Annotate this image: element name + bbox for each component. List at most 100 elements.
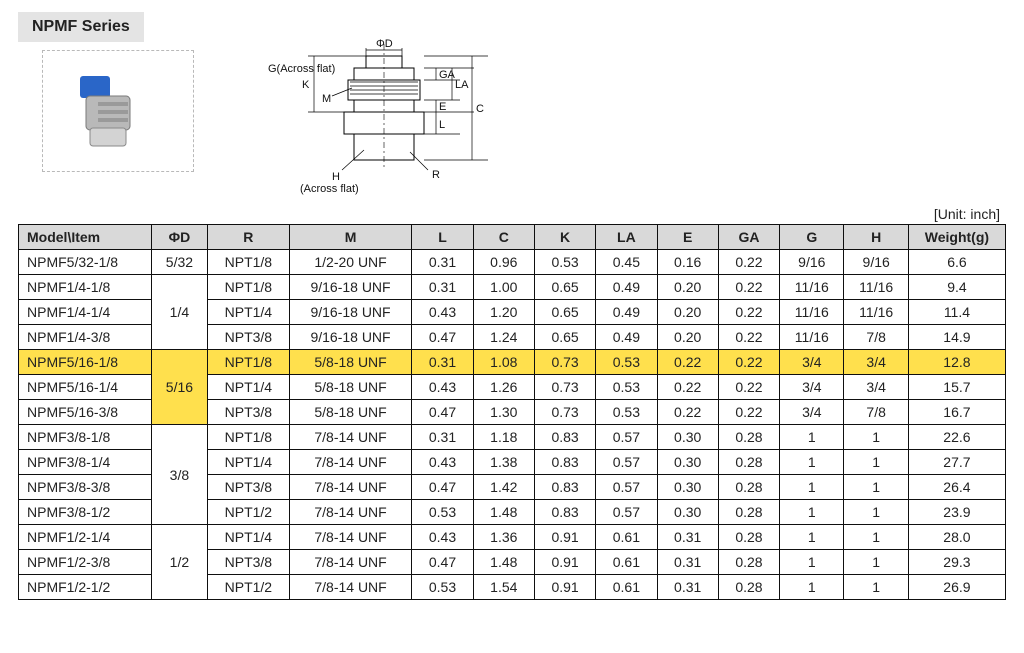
cell: 0.83	[534, 475, 595, 500]
cell: 0.61	[596, 550, 657, 575]
cell: 1.48	[473, 500, 534, 525]
col-header: E	[657, 225, 718, 250]
cell: 7/8-14 UNF	[289, 575, 412, 600]
cell: 0.28	[718, 425, 779, 450]
cell: 1	[844, 500, 908, 525]
cell: NPT3/8	[208, 400, 290, 425]
cell: NPT3/8	[208, 550, 290, 575]
cell: NPT1/8	[208, 350, 290, 375]
cell: 0.22	[718, 350, 779, 375]
cell: NPT1/2	[208, 575, 290, 600]
col-header: G	[780, 225, 844, 250]
cell: 0.96	[473, 250, 534, 275]
cell: 3/4	[780, 350, 844, 375]
cell: 9/16-18 UNF	[289, 325, 412, 350]
cell: 0.43	[412, 450, 473, 475]
cell: 7/8-14 UNF	[289, 450, 412, 475]
cell: 0.31	[657, 575, 718, 600]
cell: 0.57	[596, 500, 657, 525]
cell: 5/8-18 UNF	[289, 400, 412, 425]
svg-text:M: M	[322, 93, 331, 105]
unit-label: [Unit: inch]	[18, 206, 1000, 222]
cell: 0.22	[718, 300, 779, 325]
cell-phi-d: 3/8	[151, 425, 207, 525]
cell: 0.65	[534, 275, 595, 300]
table-row: NPMF1/2-1/41/2NPT1/47/8-14 UNF0.431.360.…	[19, 525, 1006, 550]
series-title: NPMF Series	[18, 12, 144, 42]
col-header: H	[844, 225, 908, 250]
cell: 9/16	[780, 250, 844, 275]
cell-model: NPMF1/4-1/4	[19, 300, 152, 325]
technical-diagram: ΦD G(Across flat) K M GA LA E L C R H (A…	[236, 38, 536, 198]
svg-text:G(Across flat): G(Across flat)	[268, 63, 335, 75]
cell: 1.30	[473, 400, 534, 425]
cell: 5/8-18 UNF	[289, 350, 412, 375]
cell: NPT1/8	[208, 275, 290, 300]
cell: 0.31	[412, 275, 473, 300]
cell: 1.26	[473, 375, 534, 400]
cell-phi-d: 5/32	[151, 250, 207, 275]
cell: 7/8-14 UNF	[289, 550, 412, 575]
col-header: Model\Item	[19, 225, 152, 250]
cell: 1.18	[473, 425, 534, 450]
cell-model: NPMF3/8-3/8	[19, 475, 152, 500]
cell: 0.49	[596, 275, 657, 300]
cell: 1	[780, 525, 844, 550]
cell: NPT1/4	[208, 375, 290, 400]
cell: 7/8	[844, 400, 908, 425]
cell-phi-d: 1/2	[151, 525, 207, 600]
cell-model: NPMF1/2-3/8	[19, 550, 152, 575]
cell: 11.4	[908, 300, 1005, 325]
cell: 9/16	[844, 250, 908, 275]
cell: 0.31	[412, 425, 473, 450]
cell: 1.54	[473, 575, 534, 600]
svg-text:L: L	[439, 119, 445, 131]
cell: 1	[780, 425, 844, 450]
cell: 0.30	[657, 425, 718, 450]
cell: 1	[844, 425, 908, 450]
cell: 0.22	[657, 350, 718, 375]
cell: 0.43	[412, 375, 473, 400]
cell: 3/4	[844, 350, 908, 375]
cell: 0.16	[657, 250, 718, 275]
cell: 7/8-14 UNF	[289, 475, 412, 500]
cell-model: NPMF1/4-3/8	[19, 325, 152, 350]
cell: 0.28	[718, 525, 779, 550]
cell: 0.20	[657, 325, 718, 350]
cell: 1.36	[473, 525, 534, 550]
cell: 1	[780, 550, 844, 575]
cell: 0.65	[534, 325, 595, 350]
cell: 0.83	[534, 500, 595, 525]
cell: 0.53	[534, 250, 595, 275]
cell: 0.47	[412, 475, 473, 500]
cell: 0.22	[657, 400, 718, 425]
cell-model: NPMF5/16-1/8	[19, 350, 152, 375]
col-header: L	[412, 225, 473, 250]
cell-phi-d: 1/4	[151, 275, 207, 350]
cell: NPT1/8	[208, 250, 290, 275]
cell: 0.53	[412, 575, 473, 600]
cell: 16.7	[908, 400, 1005, 425]
cell: 6.6	[908, 250, 1005, 275]
cell: 0.61	[596, 575, 657, 600]
svg-text:(Across flat): (Across flat)	[300, 183, 359, 195]
cell: 0.47	[412, 400, 473, 425]
col-header: M	[289, 225, 412, 250]
cell: 0.22	[657, 375, 718, 400]
cell: 26.9	[908, 575, 1005, 600]
cell: 0.53	[596, 400, 657, 425]
spec-table: Model\ItemΦDRMLCKLAEGAGHWeight(g) NPMF5/…	[18, 224, 1006, 600]
cell: 0.91	[534, 525, 595, 550]
cell-phi-d: 5/16	[151, 350, 207, 425]
col-header: Weight(g)	[908, 225, 1005, 250]
cell: 0.30	[657, 475, 718, 500]
svg-text:GA: GA	[439, 69, 456, 81]
cell: 1	[844, 575, 908, 600]
cell: 7/8-14 UNF	[289, 525, 412, 550]
cell: 1.00	[473, 275, 534, 300]
cell: 11/16	[780, 275, 844, 300]
cell: 0.43	[412, 300, 473, 325]
cell: 0.31	[412, 350, 473, 375]
cell-model: NPMF5/16-3/8	[19, 400, 152, 425]
cell: 11/16	[780, 300, 844, 325]
